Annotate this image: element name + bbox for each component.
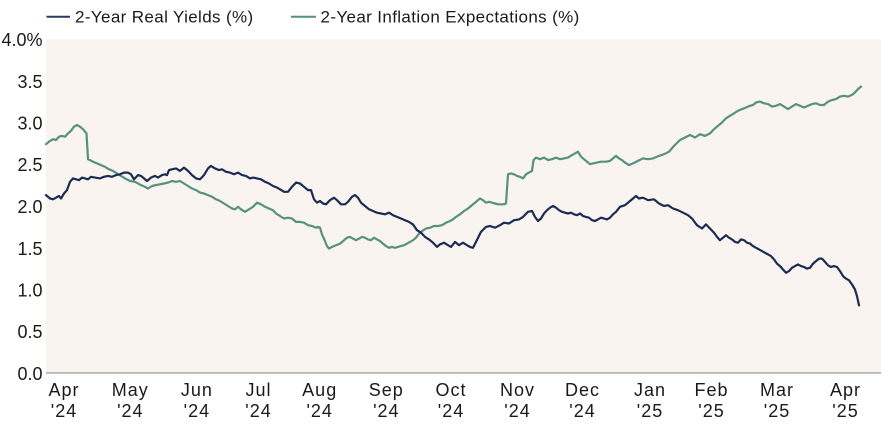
svg-text:Feb: Feb xyxy=(694,380,728,400)
svg-text:Apr: Apr xyxy=(830,380,861,400)
svg-text:'24: '24 xyxy=(438,401,464,421)
svg-text:'25: '25 xyxy=(832,401,858,421)
svg-text:Apr: Apr xyxy=(48,380,79,400)
svg-text:0.0: 0.0 xyxy=(17,364,42,384)
svg-text:4.0%: 4.0% xyxy=(1,30,42,50)
svg-text:2.5: 2.5 xyxy=(17,155,42,175)
svg-text:2-Year Inflation Expectations: 2-Year Inflation Expectations (%) xyxy=(321,8,580,27)
svg-text:Jan: Jan xyxy=(634,380,666,400)
svg-text:'24: '24 xyxy=(184,401,210,421)
svg-text:2.0: 2.0 xyxy=(17,197,42,217)
svg-text:Jun: Jun xyxy=(181,380,213,400)
svg-text:'25: '25 xyxy=(764,401,790,421)
svg-text:'24: '24 xyxy=(569,401,595,421)
svg-text:Nov: Nov xyxy=(500,380,535,400)
svg-text:'25: '25 xyxy=(698,401,724,421)
svg-text:3.5: 3.5 xyxy=(17,72,42,92)
svg-text:Oct: Oct xyxy=(435,380,466,400)
svg-text:Sep: Sep xyxy=(369,380,404,400)
svg-text:'24: '24 xyxy=(51,401,77,421)
svg-text:'25: '25 xyxy=(637,401,663,421)
svg-text:2-Year Real Yields (%): 2-Year Real Yields (%) xyxy=(75,8,254,27)
svg-text:0.5: 0.5 xyxy=(17,322,42,342)
svg-text:Jul: Jul xyxy=(245,380,271,400)
svg-text:Mar: Mar xyxy=(760,380,794,400)
svg-text:'24: '24 xyxy=(373,401,399,421)
svg-text:'24: '24 xyxy=(117,401,143,421)
svg-text:1.5: 1.5 xyxy=(17,239,42,259)
svg-text:Aug: Aug xyxy=(302,380,337,400)
svg-text:'24: '24 xyxy=(245,401,271,421)
svg-text:'24: '24 xyxy=(306,401,332,421)
svg-text:3.0: 3.0 xyxy=(17,114,42,134)
svg-text:May: May xyxy=(112,380,149,400)
svg-text:'24: '24 xyxy=(504,401,530,421)
svg-text:Dec: Dec xyxy=(565,380,600,400)
svg-text:1.0: 1.0 xyxy=(17,281,42,301)
